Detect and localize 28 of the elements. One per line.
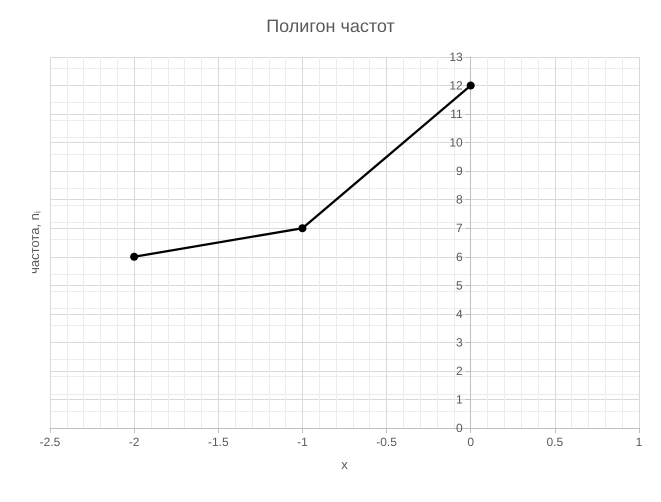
y-tick-label: 10 [449, 136, 464, 150]
y-axis-title: частота, ni [27, 211, 42, 274]
y-tick-label: 2 [456, 364, 464, 378]
point [298, 224, 306, 232]
x-tick-label: -2.5 [40, 435, 61, 449]
point [466, 82, 475, 90]
y-tick-label: 0 [456, 421, 464, 435]
point [130, 252, 138, 261]
x-tick-label: -1 [297, 435, 308, 449]
y-tick-label: 4 [456, 306, 464, 321]
y-tick-label: 13 [449, 50, 464, 64]
x-tick-label: 0.5 [546, 435, 564, 449]
x-tick-label: 1 [636, 435, 643, 449]
y-tick-label: 1 [456, 392, 464, 406]
y-tick-label: 12 [449, 78, 464, 93]
x-tick-label: -1.5 [208, 435, 229, 449]
x-tick-label: -2 [128, 435, 140, 449]
y-tick-label: 11 [450, 107, 464, 122]
y-tick-label: 6 [456, 250, 464, 264]
x-tick-label: 0 [467, 435, 474, 449]
chart-title: Полигон частот [266, 16, 395, 36]
y-tick-label: 5 [456, 278, 464, 292]
y-tick-label: 9 [456, 164, 464, 178]
y-tick-label: 7 [456, 221, 464, 236]
x-axis-title: x [341, 457, 348, 472]
y-tick-label: 8 [456, 192, 464, 207]
x-tick-label: -0.5 [376, 435, 398, 449]
y-tick-label: 3 [456, 335, 464, 350]
